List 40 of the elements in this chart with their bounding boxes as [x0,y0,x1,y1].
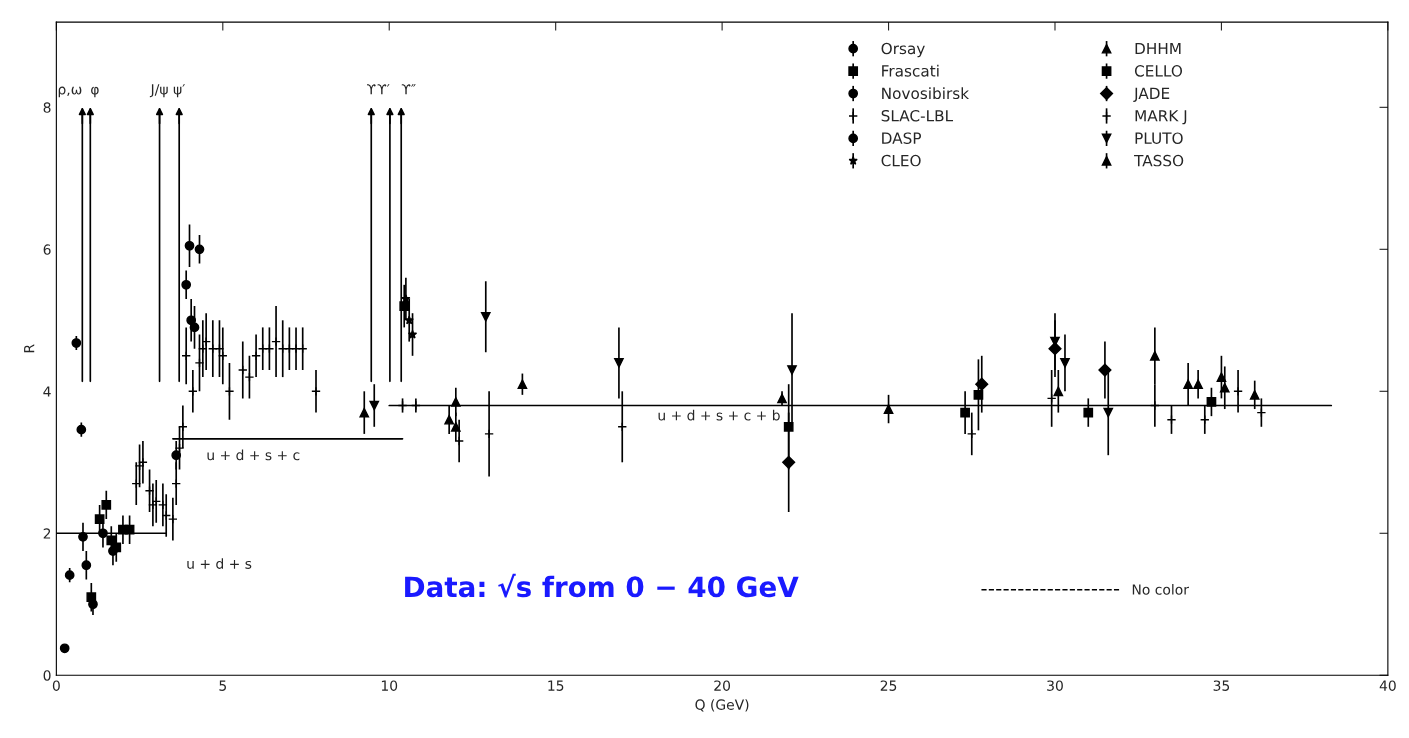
y-axis-title: R [24,344,35,353]
text: u + d + s [187,558,252,569]
legend-label: DASP [882,132,922,144]
x-tick-label: 35 [1213,680,1230,691]
x-tick-label: 10 [381,680,398,691]
ref-line-label: φ [91,86,99,98]
legend-label: SLAC-LBL [881,109,954,122]
legend-label: DHHM [1135,42,1181,55]
y-tick-label: 4 [43,386,51,397]
ref-line-label: ϒ′ [377,84,390,95]
legend-label: PLUTO [1135,132,1183,144]
legend-label: CELLO [1134,65,1183,77]
y-tick-label: 8 [43,102,51,113]
ref-line-label: J/ψ [149,84,168,98]
x-tick-label: 0 [52,680,60,691]
ref-line-label: ρ,ω [58,86,82,98]
x-tick-label: 15 [548,680,564,691]
y-tick-label: 2 [43,528,51,539]
y-tick-label: 6 [43,244,51,255]
legend-label: Orsay [881,42,925,58]
x-tick-label: 40 [1379,680,1396,691]
x-tick-label: 5 [219,680,226,691]
y-tick-label: 0 [43,670,51,681]
annotation: Data: √s from 0 − 40 GeV [405,573,799,598]
x-axis-title: Q (GeV) [695,699,749,712]
x-tick-label: 20 [714,680,731,691]
series-label: u + d + s + c + b [658,409,780,421]
ref-line-label: ψ′ [173,84,186,98]
legend-label: JADE [1133,87,1170,102]
series-label: u + d + s + c [207,449,300,461]
x-tick-label: 25 [880,680,897,691]
legend-label: CLEO [881,154,921,167]
legend-label: MARK J [1135,110,1187,125]
legend-label: Novosibirsk [882,87,970,100]
legend-label: Frascati [882,64,939,77]
legend-label: TASSO [1134,154,1184,167]
legend-label: No color [1132,584,1189,595]
ref-line-label: ϒ [367,84,376,95]
ref-line-label: ϒ″ [401,84,416,95]
x-tick-label: 30 [1047,680,1063,691]
